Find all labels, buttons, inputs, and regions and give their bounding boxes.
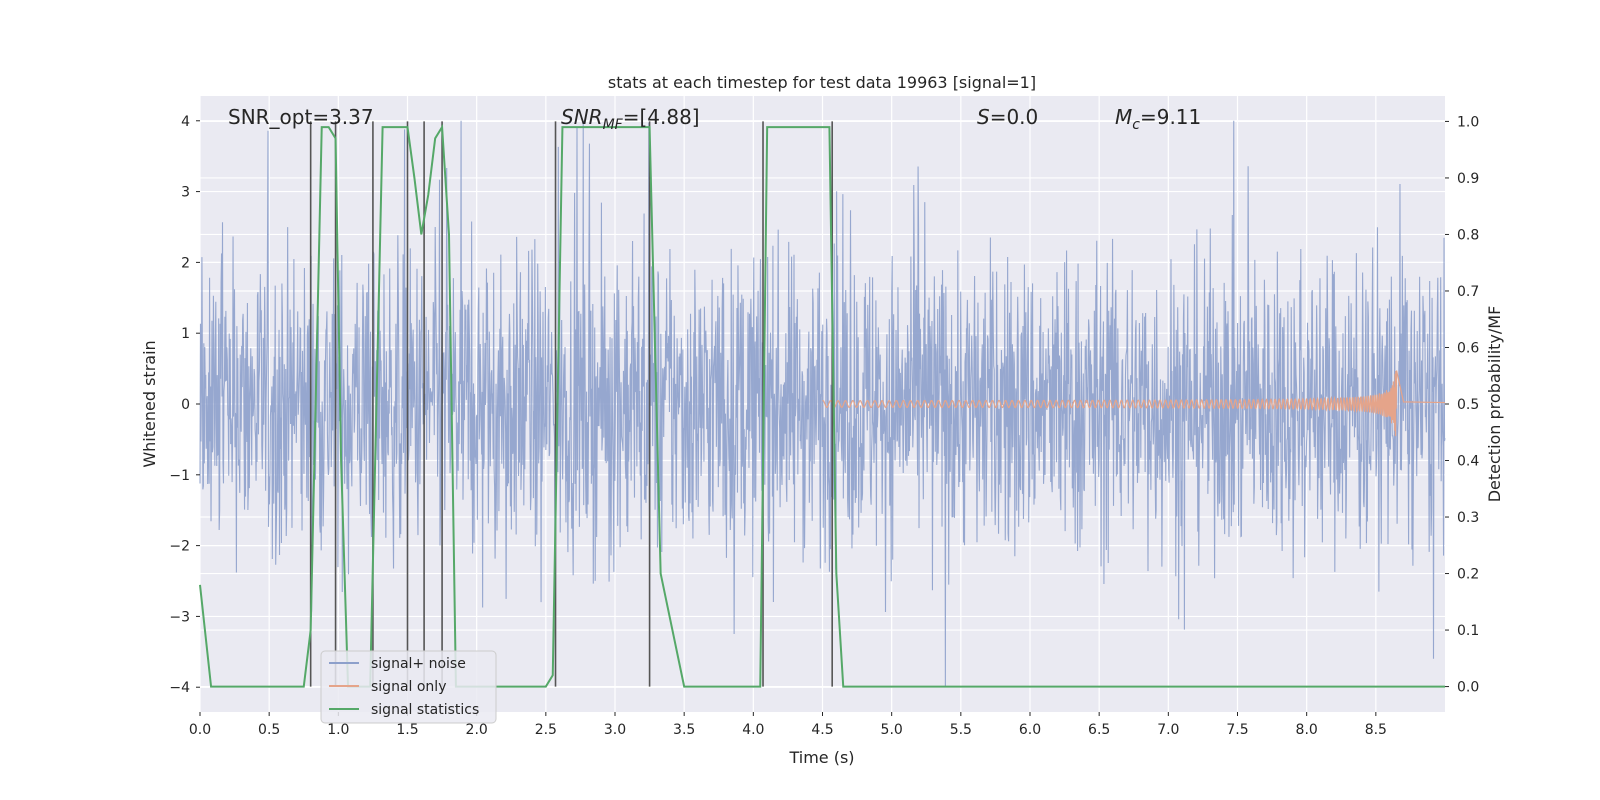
- legend: signal+ noise signal only signal statist…: [320, 650, 497, 724]
- yr-tick-label-7: 0.7: [1457, 284, 1479, 300]
- annotation-s: S=0.0: [977, 105, 1038, 129]
- x-tick-label-12: 6.0: [1019, 722, 1041, 738]
- x-tick-label-14: 7.0: [1157, 722, 1179, 738]
- yr-tick-label-2: 0.2: [1457, 567, 1479, 583]
- yr-tick-label-10: 1.0: [1457, 114, 1479, 130]
- yl-tick-label-0: −4: [169, 680, 190, 696]
- legend-label-signal-noise: signal+ noise: [371, 656, 466, 672]
- x-tick-label-6: 3.0: [604, 722, 626, 738]
- x-tick-label-9: 4.5: [811, 722, 833, 738]
- chart-title: stats at each timestep for test data 199…: [608, 73, 1036, 92]
- x-axis-ticks: 0.0 0.5 1.0 1.5 2.0 2.5 3.0 3.5 4.0 4.5 5.0 5.5 6.0 6…: [189, 712, 1387, 738]
- x-tick-label-11: 5.5: [950, 722, 972, 738]
- y-right-axis-label: Detection probability/MF: [1485, 306, 1504, 503]
- x-tick-label-16: 8.0: [1296, 722, 1318, 738]
- signal-only-line: [822, 370, 1446, 437]
- yr-tick-label-4: 0.4: [1457, 454, 1479, 470]
- annotation-snr-opt: SNR_opt=3.37: [228, 105, 374, 129]
- annotation-mc: Mc=9.11: [1115, 105, 1201, 133]
- x-tick-label-0: 0.0: [189, 722, 211, 738]
- yl-tick-label-2: −2: [169, 539, 190, 555]
- y-left-axis-ticks: −4 −3 −2 −1 0 1 2 3 4: [169, 114, 200, 696]
- x-tick-label-5: 2.5: [535, 722, 557, 738]
- yl-tick-label-7: 3: [181, 185, 190, 201]
- x-tick-label-17: 8.5: [1365, 722, 1387, 738]
- y-left-axis-label: Whitened strain: [140, 340, 159, 467]
- legend-label-signal-statistics: signal statistics: [371, 702, 479, 718]
- yr-tick-label-0: 0.0: [1457, 680, 1479, 696]
- legend-box: [320, 650, 497, 724]
- x-tick-label-7: 3.5: [673, 722, 695, 738]
- x-tick-label-13: 6.5: [1088, 722, 1110, 738]
- x-axis-label: Time (s): [788, 748, 854, 767]
- legend-label-signal-only: signal only: [371, 679, 446, 695]
- yl-tick-label-6: 2: [181, 255, 190, 271]
- yr-tick-label-6: 0.6: [1457, 340, 1479, 356]
- x-tick-label-1: 0.5: [258, 722, 280, 738]
- x-tick-label-2: 1.0: [327, 722, 349, 738]
- x-tick-label-10: 5.0: [881, 722, 903, 738]
- yl-tick-label-1: −3: [169, 609, 190, 625]
- yl-tick-label-4: 0: [181, 397, 190, 413]
- signal-statistics-series: [199, 123, 1445, 688]
- y-right-axis-ticks: 0.0 0.1 0.2 0.3 0.4 0.5 0.6 0.7 0.8 0.9 1.0: [1445, 114, 1479, 696]
- yl-tick-label-5: 1: [181, 326, 190, 342]
- yr-tick-label-3: 0.3: [1457, 510, 1479, 526]
- annotation-snr-mf: SNRMF=[4.88]: [561, 105, 700, 133]
- yl-tick-label-3: −1: [169, 468, 190, 484]
- yr-tick-label-8: 0.8: [1457, 227, 1479, 243]
- x-tick-label-4: 2.0: [466, 722, 488, 738]
- x-tick-label-3: 1.5: [396, 722, 418, 738]
- x-tick-label-8: 4.0: [742, 722, 764, 738]
- x-tick-label-15: 7.5: [1226, 722, 1248, 738]
- yl-tick-label-8: 4: [181, 114, 190, 130]
- yr-tick-label-9: 0.9: [1457, 171, 1479, 187]
- signal-only-series: [822, 370, 1446, 437]
- yr-tick-label-5: 0.5: [1457, 397, 1479, 413]
- yr-tick-label-1: 0.1: [1457, 623, 1479, 639]
- statistics-line: [199, 123, 1445, 688]
